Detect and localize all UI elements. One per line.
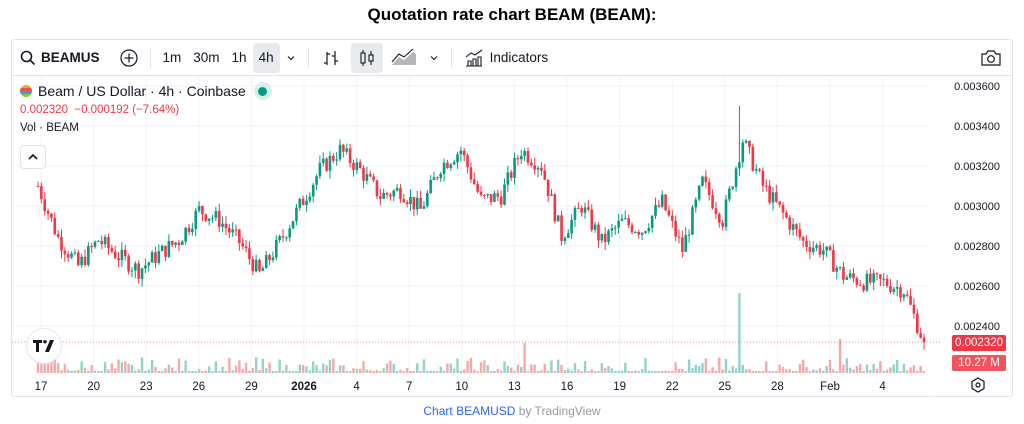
chart-settings-button[interactable]	[970, 377, 986, 398]
add-compare-icon	[119, 48, 138, 67]
legend-volume-label: Vol · BEAM	[20, 122, 79, 134]
svg-text:0.003600: 0.003600	[954, 81, 1000, 93]
chart-canvas[interactable]: 0.003600 0.003400 0.003200 0.003000 0.002800…	[12, 77, 1012, 397]
svg-text:0.002600: 0.002600	[954, 281, 1000, 293]
area-chart-type-button[interactable]	[385, 43, 423, 73]
interval-dropdown-button[interactable]	[280, 43, 302, 73]
indicators-label: Indicators	[489, 50, 549, 65]
legend-price-row: 0.002320 −0.000192 (−7.64%)	[20, 104, 272, 116]
legend-change: −0.000192 (−7.64%)	[74, 104, 180, 116]
svg-text:22: 22	[666, 381, 679, 393]
chart-link[interactable]: Chart BEAMUSD	[423, 404, 516, 418]
chevron-down-icon	[287, 55, 294, 60]
interval-1h[interactable]: 1h	[231, 50, 247, 65]
candle-chart-icon	[360, 49, 374, 66]
svg-text:0.002800: 0.002800	[954, 241, 1000, 253]
indicators-button[interactable]: Indicators	[458, 43, 555, 73]
legend-price: 0.002320	[20, 104, 68, 116]
chevron-up-icon	[28, 153, 38, 160]
interval-4h[interactable]: 4h	[252, 42, 280, 73]
market-open-indicator-icon	[253, 82, 272, 100]
last-price-tag: 0.002320	[952, 335, 1006, 351]
symbol-search-button[interactable]: BEAMUS	[12, 43, 106, 73]
svg-text:4: 4	[879, 381, 886, 393]
snapshot-button[interactable]	[974, 43, 1008, 73]
search-icon	[20, 50, 36, 65]
compare-symbol-button[interactable]	[114, 43, 144, 73]
chart-type-dropdown-button[interactable]	[423, 43, 445, 73]
price-chart[interactable]: 0.003600 0.003400 0.003200 0.003000 0.002800…	[12, 77, 1012, 397]
svg-text:20: 20	[87, 381, 100, 393]
svg-text:10: 10	[455, 381, 468, 393]
svg-text:0.003000: 0.003000	[954, 201, 1000, 213]
camera-icon	[981, 49, 1001, 66]
toolbar-divider	[450, 47, 452, 68]
svg-text:16: 16	[561, 381, 574, 393]
symbol-label: BEAMUS	[41, 50, 100, 65]
bar-chart-type-button[interactable]	[315, 43, 347, 73]
svg-text:25: 25	[718, 381, 731, 393]
svg-text:0.003200: 0.003200	[954, 161, 1000, 173]
svg-text:29: 29	[245, 381, 258, 393]
chevron-down-icon	[430, 55, 437, 60]
attribution-footer: Chart BEAMUSD by TradingView	[0, 404, 1024, 418]
svg-text:28: 28	[771, 381, 784, 393]
indicators-icon	[465, 49, 482, 67]
candle-chart-type-button[interactable]	[350, 42, 383, 73]
svg-text:0.002400: 0.002400	[954, 321, 1000, 333]
legend-title: Beam / US Dollar · 4h · Coinbase	[38, 83, 246, 99]
chart-toolbar: BEAMUS 1m 30m 1h 4h Indicators	[12, 40, 1012, 76]
tradingview-logo-icon[interactable]	[26, 328, 62, 364]
svg-text:13: 13	[508, 381, 521, 393]
settings-icon	[971, 377, 985, 393]
chart-legend: Beam / US Dollar · 4h · Coinbase 0.00232…	[20, 82, 272, 134]
chart-widget: BEAMUS 1m 30m 1h 4h Indicators	[11, 39, 1013, 397]
interval-30m[interactable]: 30m	[193, 50, 220, 65]
coin-logo-icon	[20, 85, 32, 97]
svg-text:4: 4	[353, 381, 360, 393]
collapse-legend-button[interactable]	[20, 145, 46, 169]
svg-text:19: 19	[613, 381, 626, 393]
interval-1m[interactable]: 1m	[162, 50, 182, 65]
svg-text:26: 26	[192, 381, 205, 393]
svg-text:23: 23	[140, 381, 153, 393]
toolbar-divider	[307, 47, 309, 68]
svg-text:0.003400: 0.003400	[954, 121, 1000, 133]
area-chart-icon	[391, 48, 416, 65]
toolbar-divider	[149, 47, 151, 68]
volume-tag: 10.27 M	[952, 355, 1006, 371]
svg-text:2026: 2026	[291, 381, 317, 393]
svg-text:7: 7	[406, 381, 412, 393]
bar-chart-icon	[323, 50, 338, 65]
svg-text:Feb: Feb	[820, 381, 840, 393]
page-title: Quotation rate chart BEAM (BEAM):	[367, 5, 657, 24]
attribution-text: by TradingView	[518, 404, 601, 418]
svg-text:17: 17	[35, 381, 48, 393]
